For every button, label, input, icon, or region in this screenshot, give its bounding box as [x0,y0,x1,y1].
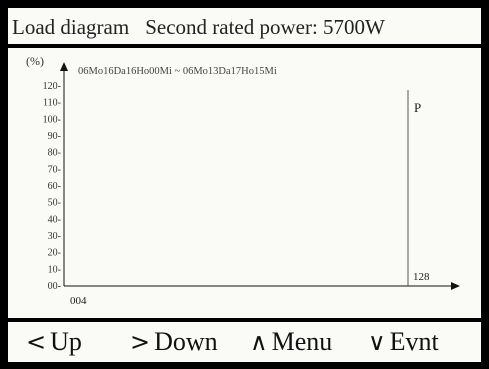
menu-button-label: Menu [271,327,333,356]
load-diagram-panel: 120- 110- 100- 90- 80- 70- 60- 50- 40- 30- 20- 10- 0… [8,48,481,318]
caret-down-icon: ∨ [368,328,386,356]
left-arrow-icon: < [26,328,47,356]
time-range-label: 06Mo16Da16Ho00Mi ~ 06Mo13Da17Ho15Mi [78,66,277,77]
y-tick-label: 100- [43,114,61,125]
up-button[interactable]: < Up [26,326,82,358]
caret-up-icon: ∧ [250,328,268,356]
y-unit-label: (%) [26,54,44,68]
load-diagram-chart: 120- 110- 100- 90- 80- 70- 60- 50- 40- 30- 20- 10- 0… [26,54,460,307]
y-axis-arrow [60,62,68,71]
y-tick-label: 120- [43,81,61,92]
y-tick-label: 10- [48,264,61,275]
y-tick-label: 70- [48,164,61,175]
chart-axes [60,62,460,290]
up-button-label: Up [50,327,82,356]
evnt-button[interactable]: ∨ Evnt [368,326,439,358]
y-tick-label: 00- [48,281,61,292]
page-title: Load diagram [12,15,130,39]
x-axis-arrow [451,282,460,290]
y-tick-label: 90- [48,131,61,142]
y-tick-label: 50- [48,198,61,209]
y-tick-label: 110- [43,98,61,109]
x-start-label: 004 [70,295,87,307]
down-button[interactable]: > Down [130,326,218,358]
menu-button[interactable]: ∧ Menu [250,326,332,358]
evnt-button-label: Evnt [389,327,439,356]
y-axis-ticks: 120- 110- 100- 90- 80- 70- 60- 50- 40- 30- 20- 10- 0… [43,81,61,292]
right-arrow-icon: > [130,328,151,356]
title-row: Load diagram Second rated power: 5700W [12,15,401,40]
power-marker-label: P [414,100,421,115]
title-bar: Load diagram Second rated power: 5700W [8,8,481,44]
y-tick-label: 30- [48,231,61,242]
y-tick-label: 40- [48,214,61,225]
footer-nav: < Up > Down ∧ Menu ∨ Evnt [8,322,481,362]
x-end-label: 128 [413,271,430,283]
rated-power-label: Second rated power: 5700W [145,15,385,39]
y-tick-label: 20- [48,248,61,259]
down-button-label: Down [154,327,218,356]
y-tick-label: 80- [48,148,61,159]
y-tick-label: 60- [48,181,61,192]
